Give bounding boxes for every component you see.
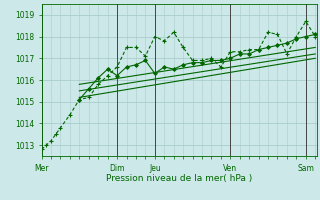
X-axis label: Pression niveau de la mer( hPa ): Pression niveau de la mer( hPa ) (106, 174, 252, 183)
